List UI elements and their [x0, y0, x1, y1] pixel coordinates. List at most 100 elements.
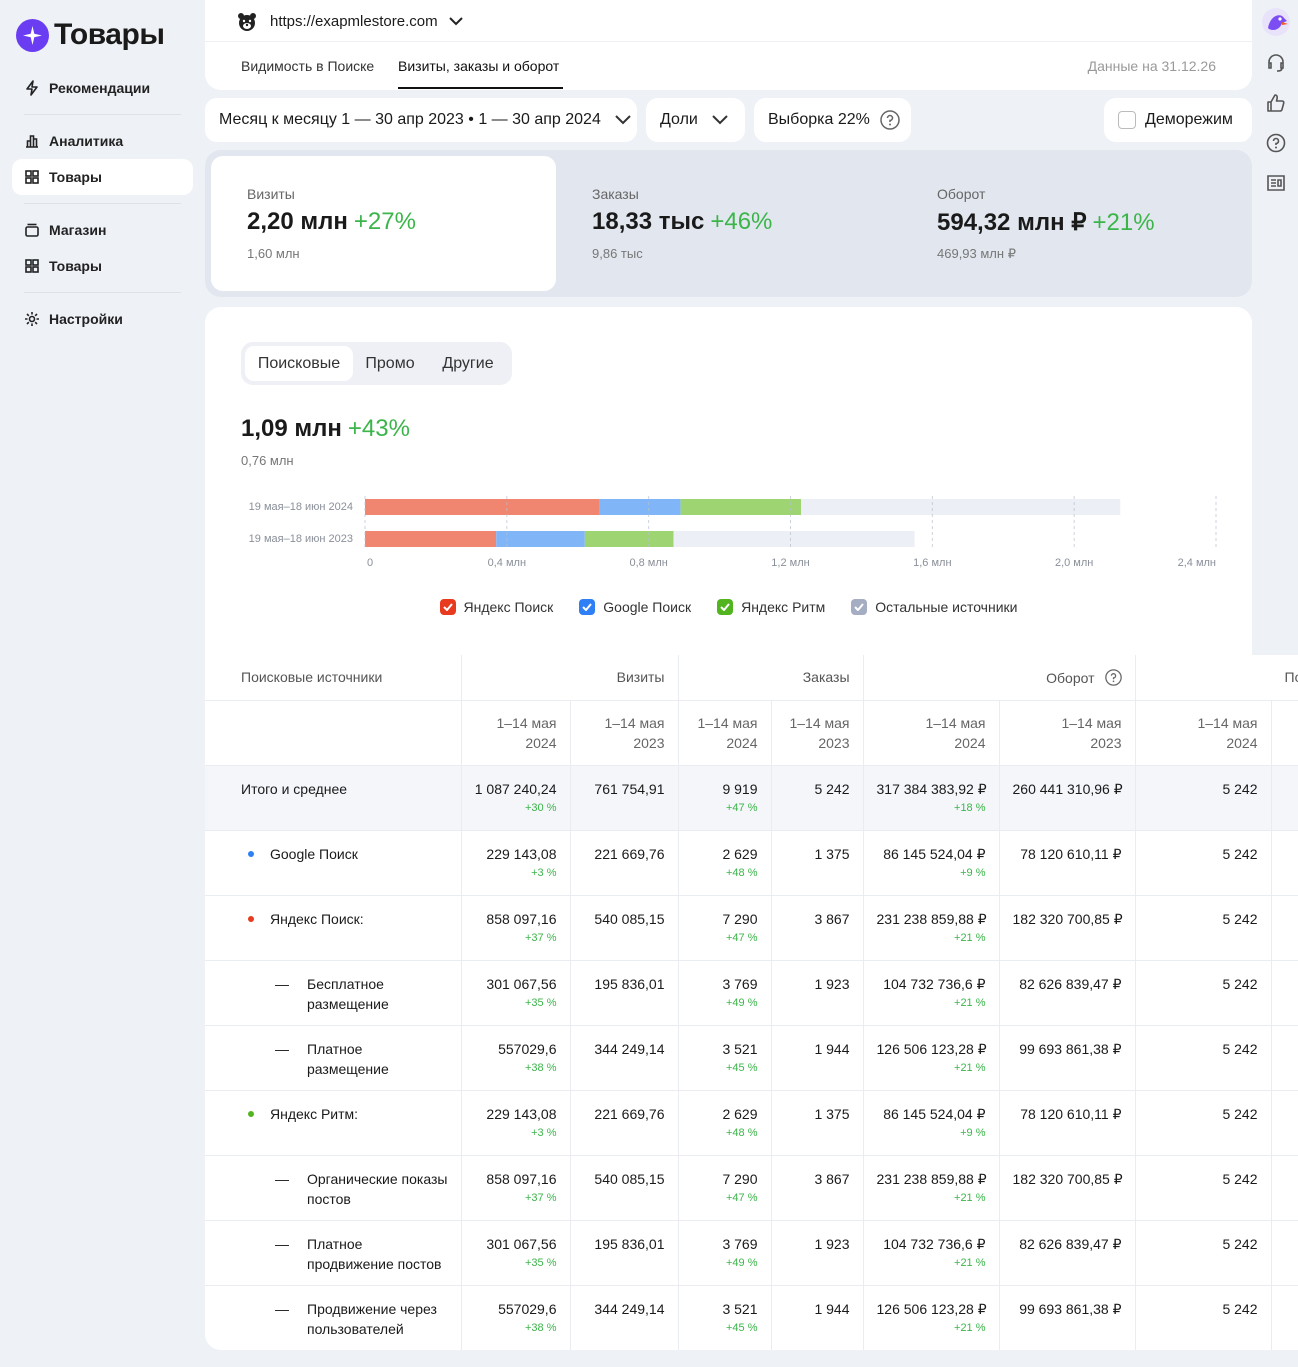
row-name: Google Поиск	[241, 844, 448, 864]
table-cell: 229 143,08 +3 %	[461, 1090, 571, 1156]
demo-toggle[interactable]: Деморежим	[1104, 98, 1252, 142]
cell-delta: +49 %	[726, 1256, 758, 1269]
tab-active[interactable]: Визиты, заказы и оборот	[398, 58, 560, 74]
table-cell: 5 242	[1135, 1155, 1272, 1221]
sample[interactable]: Выборка 22%	[754, 98, 911, 142]
cell-delta: +49 %	[726, 996, 758, 1009]
segment-label: Промо	[365, 354, 415, 372]
table-cell: 104 732 736,6 ₽ +21 %	[863, 1220, 1000, 1286]
bar-segment	[673, 531, 915, 547]
nav-item[interactable]: Аналитика	[12, 123, 193, 159]
cell-value: 5 242	[1222, 1300, 1258, 1317]
row-name: Яндекс Ритм:	[241, 1104, 448, 1124]
cell-value: 317 384 383,92 ₽	[876, 780, 987, 797]
nav-item[interactable]: Рекомендации	[12, 70, 193, 106]
cell-value: 229 143,08	[486, 845, 557, 862]
legend-item[interactable]: Google Поиск	[579, 599, 691, 615]
segment-active[interactable]: Поисковые	[245, 346, 353, 381]
cell-value: 86 145 524,04 ₽	[883, 1105, 986, 1122]
legend-checkbox[interactable]	[851, 599, 868, 615]
cell-delta: +35 %	[525, 996, 557, 1009]
metric-value: 18,33 тыс +46%	[592, 208, 772, 236]
nav-item[interactable]: Настройки	[12, 301, 193, 337]
sub-header: 1–14 мая 2023	[570, 700, 679, 766]
site-select[interactable]: https://exapmlestore.com	[270, 13, 463, 30]
traffic-value: 1,09 млн +43%	[241, 415, 410, 443]
nav-label: Настройки	[49, 311, 123, 327]
x-tick-label: 2,0 млн	[1055, 557, 1093, 569]
table-cell	[1271, 765, 1298, 831]
cell-value: 260 441 310,96 ₽	[1012, 780, 1123, 797]
cell-value: 195 836,01	[594, 1235, 665, 1252]
bar-segment	[599, 499, 681, 515]
table-cell	[1271, 960, 1298, 1026]
segment[interactable]: Промо	[355, 346, 425, 381]
table-cell: 3 769 +49 %	[678, 1220, 772, 1286]
legend-checkbox[interactable]	[439, 599, 456, 615]
legend-label: Яндекс Ритм	[741, 599, 826, 615]
legend-checkbox[interactable]	[579, 599, 596, 615]
support-icon[interactable]	[1266, 53, 1286, 73]
logo[interactable]: Товары	[16, 18, 165, 52]
cell-value: 858 097,16	[486, 910, 557, 927]
table-cell: 557029,6 +38 %	[461, 1285, 571, 1350]
legend-item[interactable]: Остальные источники	[851, 599, 1017, 615]
bar-segment	[680, 499, 802, 515]
segment[interactable]: Другие	[427, 346, 509, 381]
nav-item[interactable]: Товары	[12, 248, 193, 284]
metric-previous: 469,93 млн ₽	[937, 246, 1016, 261]
cell-value: 7 290	[722, 910, 758, 927]
nav-item[interactable]: Магазин	[12, 212, 193, 248]
table-cell: 344 249,14	[570, 1285, 679, 1350]
metric-selected[interactable]	[211, 156, 556, 291]
table-cell: 78 120 610,11 ₽	[999, 830, 1136, 896]
cell-value: 82 626 839,47 ₽	[1019, 1235, 1122, 1252]
table-row: — Платное размещение 557029,6 +38 % 344 249,…	[205, 1025, 1298, 1091]
table-cell: 7 290 +47 %	[678, 1155, 772, 1221]
table-row: — Продвижение через пользователей 557029,6…	[205, 1285, 1298, 1350]
legend-item[interactable]: Яндекс Ритм	[717, 599, 825, 615]
group-header-row: Поисковые источники Визиты Заказы Оборот По	[205, 655, 1298, 701]
period-select[interactable]: Месяц к месяцу 1 — 30 апр 2023 • 1 — 30 …	[205, 98, 637, 142]
nav-item[interactable]: Товары	[12, 159, 193, 195]
x-tick-label: 1,2 млн	[771, 557, 809, 569]
cell-value: 540 085,15	[594, 1170, 665, 1187]
logo-title: Товары	[54, 18, 165, 51]
checkbox[interactable]	[1118, 111, 1136, 129]
cell-delta: +3 %	[531, 1126, 557, 1139]
cell-value: 5 242	[1222, 1105, 1258, 1122]
table-cell: 221 669,76	[570, 1090, 679, 1156]
row-name: — Органические показы постов	[241, 1169, 448, 1209]
row-label: Платное продвижение постов	[307, 1235, 442, 1272]
table-cell: 3 521 +45 %	[678, 1285, 772, 1350]
cell-value: 3 769	[722, 1235, 758, 1252]
cell-value: 3 769	[722, 975, 758, 992]
cell-value: 182 320 700,85 ₽	[1012, 910, 1123, 927]
table-cell	[1271, 895, 1298, 961]
legend-label: Google Поиск	[603, 599, 692, 615]
report-icon[interactable]	[1266, 173, 1286, 193]
table-cell: 126 506 123,28 ₽ +21 %	[863, 1025, 1000, 1091]
sub-header: 1–14 мая 2024	[678, 700, 772, 766]
help-icon[interactable]	[1266, 133, 1286, 153]
legend-checkbox[interactable]	[717, 599, 734, 615]
like-icon[interactable]	[1266, 93, 1286, 113]
cell-value: 126 506 123,28 ₽	[876, 1300, 987, 1317]
table-cell: 2 629 +48 %	[678, 1090, 772, 1156]
tab[interactable]: Видимость в Поиске	[241, 58, 375, 74]
help-icon[interactable]	[1104, 668, 1122, 686]
cell-value: 104 732 736,6 ₽	[883, 1235, 986, 1252]
table-cell: 5 242	[1135, 1285, 1272, 1350]
legend-item[interactable]: Яндекс Поиск	[439, 599, 553, 615]
table-cell: 229 143,08 +3 %	[461, 830, 571, 896]
row-label: Органические показы постов	[307, 1170, 448, 1207]
cell-value: 301 067,56	[486, 1235, 557, 1252]
cell-delta: +18 %	[954, 801, 986, 814]
avatar[interactable]	[1262, 8, 1290, 36]
delta: +21%	[1092, 209, 1155, 236]
row-label: Платное размещение	[307, 1040, 389, 1077]
cell-delta: +3 %	[531, 866, 557, 879]
table-cell: 2 629 +48 %	[678, 830, 772, 896]
mode-select[interactable]: Доли	[646, 98, 745, 142]
cell-value: 126 506 123,28 ₽	[876, 1040, 987, 1057]
